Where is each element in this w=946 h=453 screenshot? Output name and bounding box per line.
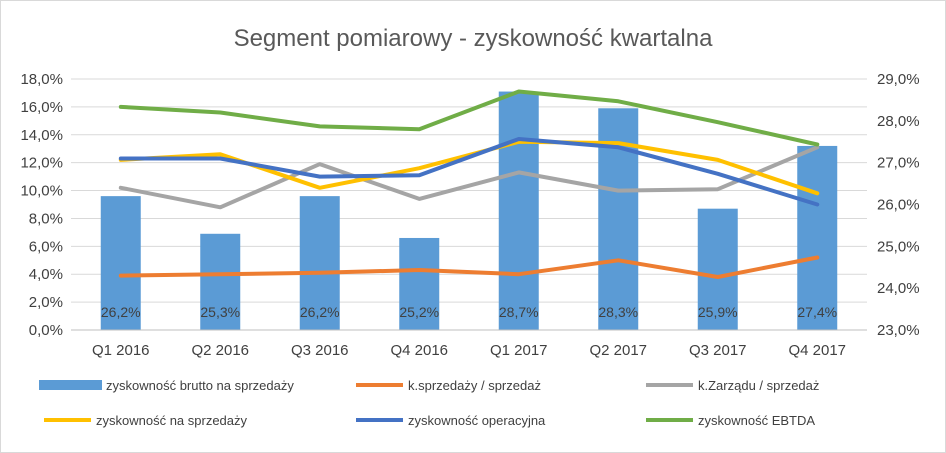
left-axis-tick-label: 0,0% bbox=[29, 322, 63, 339]
right-axis-tick-label: 27,0% bbox=[877, 155, 920, 172]
bar-data-label: 26,2% bbox=[300, 304, 340, 320]
legend: zyskowność brutto na sprzedaży k.sprzedaż… bbox=[39, 378, 819, 428]
right-axis-tick-label: 28,0% bbox=[877, 113, 920, 130]
left-axis-tick-label: 12,0% bbox=[20, 155, 63, 172]
right-axis-tick-label: 24,0% bbox=[877, 280, 920, 297]
right-axis-tick-label: 25,0% bbox=[877, 238, 920, 255]
line-series bbox=[118, 89, 820, 279]
left-axis-tick-label: 4,0% bbox=[29, 266, 63, 283]
bar bbox=[200, 233, 241, 330]
bar bbox=[697, 208, 738, 330]
bar-data-label: 28,3% bbox=[598, 304, 638, 320]
x-axis-tick-label: Q2 2016 bbox=[191, 342, 249, 359]
bar-data-label: 25,2% bbox=[399, 304, 439, 320]
x-axis-tick-label: Q2 2017 bbox=[589, 342, 647, 359]
left-axis-tick-label: 8,0% bbox=[29, 210, 63, 227]
axes: 0,0% 2,0% 4,0% 6,0% 8,0% 10,0% 12,0% 14,0% 16,0%… bbox=[20, 71, 919, 359]
right-axis-tick-label: 29,0% bbox=[877, 71, 920, 88]
right-axis-tick-label: 23,0% bbox=[877, 322, 920, 339]
x-axis-tick-label: Q4 2016 bbox=[390, 342, 448, 359]
bar-data-label: 28,7% bbox=[499, 304, 539, 320]
legend-label: k.sprzedaży / sprzedaż bbox=[408, 378, 541, 393]
legend-label: zyskowność EBTDA bbox=[698, 413, 815, 428]
bar bbox=[498, 91, 539, 330]
bar bbox=[100, 196, 141, 330]
x-axis-tick-label: Q3 2017 bbox=[689, 342, 747, 359]
left-axis-tick-label: 6,0% bbox=[29, 238, 63, 255]
left-axis-tick-label: 14,0% bbox=[20, 127, 63, 144]
series-line bbox=[118, 89, 820, 147]
bar bbox=[299, 196, 340, 330]
bar-data-label: 26,2% bbox=[101, 304, 141, 320]
x-axis-tick-label: Q4 2017 bbox=[788, 342, 846, 359]
bar-series bbox=[100, 91, 838, 331]
x-axis-tick-label: Q3 2016 bbox=[291, 342, 349, 359]
bar-data-label: 25,9% bbox=[698, 304, 738, 320]
bar bbox=[399, 237, 440, 330]
x-axis-tick-label: Q1 2016 bbox=[92, 342, 150, 359]
legend-label: zyskowność brutto na sprzedaży bbox=[106, 378, 294, 393]
left-axis-tick-label: 16,0% bbox=[20, 99, 63, 116]
legend-label: zyskowność na sprzedaży bbox=[96, 413, 248, 428]
legend-label: k.Zarządu / sprzedaż bbox=[698, 378, 819, 393]
right-axis-tick-label: 26,0% bbox=[877, 197, 920, 214]
bar bbox=[797, 145, 838, 330]
bar-data-label: 25,3% bbox=[200, 304, 240, 320]
series-line bbox=[118, 137, 820, 207]
legend-label: zyskowność operacyjna bbox=[408, 413, 546, 428]
left-axis-tick-label: 10,0% bbox=[20, 183, 63, 200]
legend-swatch bbox=[39, 380, 102, 390]
series-line bbox=[118, 255, 820, 279]
left-axis-tick-label: 2,0% bbox=[29, 294, 63, 311]
bar-data-label: 27,4% bbox=[797, 304, 837, 320]
series-line bbox=[118, 145, 820, 210]
x-axis-tick-label: Q1 2017 bbox=[490, 342, 548, 359]
left-axis-tick-label: 18,0% bbox=[20, 71, 63, 88]
chart-title: Segment pomiarowy - zyskowność kwartalna bbox=[234, 25, 714, 52]
data-labels: 26,2% 25,3% 26,2% 25,2% 28,7% 28,3% 25,9% 27,4% bbox=[101, 304, 837, 320]
